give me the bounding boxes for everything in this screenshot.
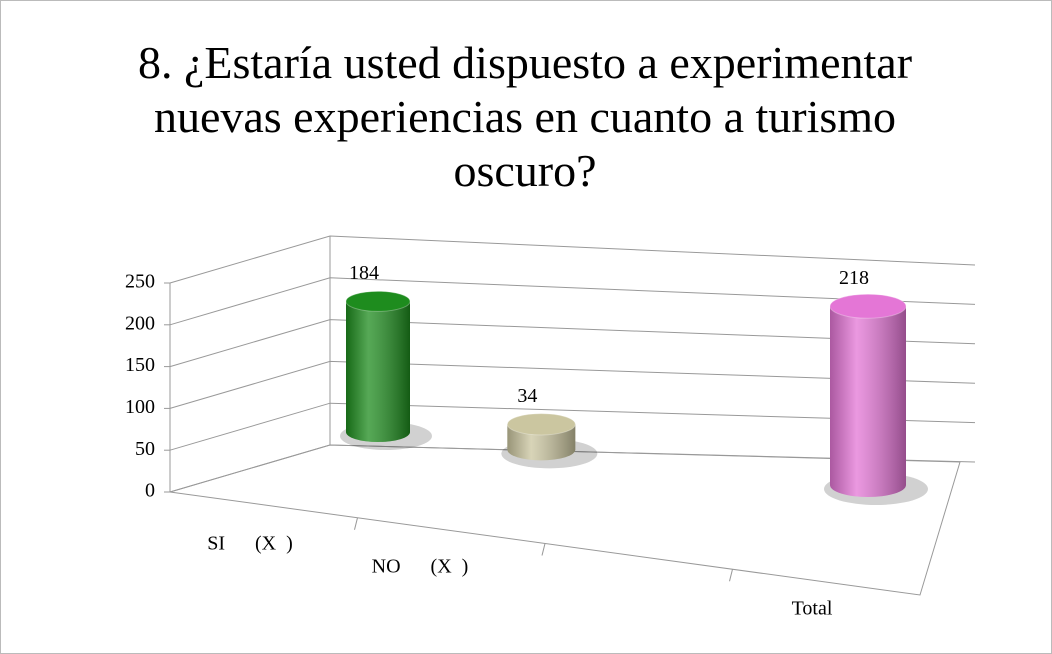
value-label: 34 <box>517 385 537 407</box>
y-tick-label: 150 <box>125 354 155 376</box>
y-tick-label: 50 <box>135 438 155 460</box>
grid-line <box>169 360 976 409</box>
y-tick-label: 100 <box>125 396 155 418</box>
x-tick-label: NO (X ) <box>372 556 469 578</box>
x-tick-label: SI (X ) <box>207 533 293 555</box>
grid-line <box>169 402 976 451</box>
x-tick-label: Total <box>792 598 833 620</box>
bar-shade <box>830 306 906 497</box>
bar-top <box>829 293 907 319</box>
y-tick-label: 250 <box>125 271 155 293</box>
bar-shade <box>346 301 410 442</box>
bar-top <box>506 413 576 436</box>
y-tick-label: 0 <box>145 480 155 502</box>
value-label: 218 <box>839 267 869 289</box>
value-label: 184 <box>349 262 379 284</box>
x-tick <box>354 517 358 530</box>
chart-title: 8. ¿Estaría usted dispuesto a experiment… <box>137 37 913 196</box>
grid-line <box>169 444 976 493</box>
x-tick <box>541 543 546 556</box>
grid-line <box>169 319 976 368</box>
grid-line <box>169 235 976 284</box>
y-tick-label: 200 <box>125 312 155 334</box>
bar-top <box>345 290 411 312</box>
grid-line <box>169 277 976 326</box>
x-tick <box>729 569 733 582</box>
